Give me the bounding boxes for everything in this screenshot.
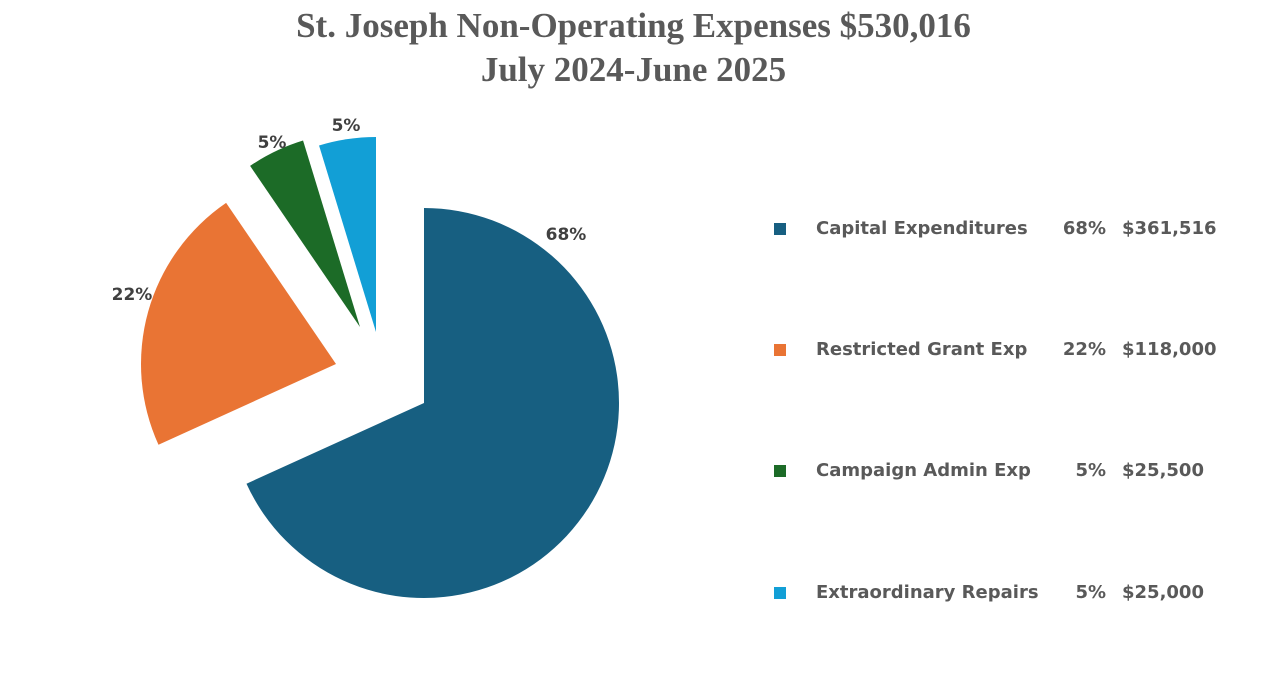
pie-data-label: 5% [258,133,287,153]
pie-data-label: 22% [112,285,153,305]
legend-percent: 68% [1062,218,1106,239]
legend-amount: $361,516 [1122,218,1217,239]
legend-swatch [774,587,786,599]
chart-subtitle: July 2024-June 2025 [480,50,787,89]
legend-item-restricted-grant-exp: Restricted Grant Exp 22% $118,000 [774,336,1254,366]
pie-data-label: 5% [332,116,361,136]
legend-item-capital-expenditures: Capital Expenditures 68% $361,516 [774,215,1254,245]
legend-name: Campaign Admin Exp [816,460,1031,481]
pie-slice-extraordinary-repairs [319,137,376,332]
legend-name: Restricted Grant Exp [816,339,1028,360]
legend-name: Extraordinary Repairs [816,582,1039,603]
pie-slice-campaign-admin-exp [250,140,360,327]
legend-item-extraordinary-repairs: Extraordinary Repairs 5% $25,000 [774,579,1254,609]
chart-title: St. Joseph Non-Operating Expenses $530,0… [0,4,1267,92]
pie-data-label: 68% [546,225,587,245]
legend-percent: 5% [1075,582,1106,603]
legend-name: Capital Expenditures [816,218,1028,239]
legend-amount: $25,500 [1122,460,1204,481]
pie-labels: 68% 22% 5% 5% [112,116,587,305]
legend-amount: $25,000 [1122,582,1204,603]
pie-slice-restricted-grant-exp [140,202,336,445]
legend-swatch [774,223,786,235]
legend-swatch [774,344,786,356]
pie-slice-capital-expenditures [246,208,619,599]
legend-item-campaign-admin-exp: Campaign Admin Exp 5% $25,500 [774,457,1254,487]
chart-title-line-1: St. Joseph Non-Operating Expenses $530,0… [296,6,971,45]
legend-amount: $118,000 [1122,339,1217,360]
legend-percent: 5% [1075,460,1106,481]
pie-slices [140,137,619,599]
legend-swatch [774,465,786,477]
legend-percent: 22% [1062,339,1106,360]
